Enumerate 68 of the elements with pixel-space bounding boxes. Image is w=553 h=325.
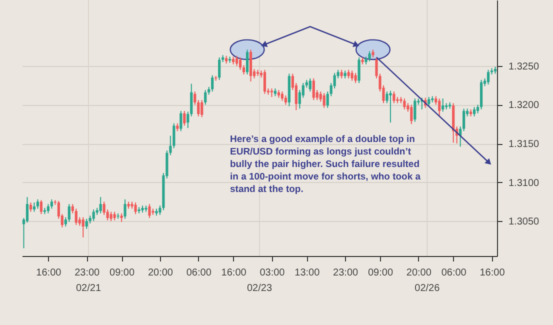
candlestick (246, 49, 249, 75)
candlestick (322, 92, 326, 108)
candlestick (180, 110, 182, 132)
candlestick (110, 211, 112, 222)
candlestick (68, 204, 70, 222)
x-tick-label: 16:00 (221, 268, 247, 278)
y-tick-label: 1.3050 (508, 216, 540, 228)
y-tick-label: 1.3100 (508, 178, 540, 189)
annotation: Here’s a good example of a double top in EUR/USD forming as longs just couldn’t bully the pair higher. Such failure resulted in a 100-point move for shorts, who took a stand at the top. (230, 134, 422, 195)
candlestick (473, 106, 476, 117)
text: 02/21 (76, 283, 102, 294)
candlestick (99, 196, 102, 214)
candlestick (486, 69, 490, 86)
candlestick (392, 91, 396, 104)
candlestick (36, 198, 40, 210)
text: 02/23 (246, 283, 272, 294)
x-tick-label: 20:00 (148, 268, 174, 278)
candlestick (124, 198, 126, 220)
candlestick (368, 50, 371, 62)
candlestick (82, 216, 84, 238)
candlestick (183, 110, 186, 126)
candlestick (148, 204, 151, 218)
candlestick (263, 69, 266, 94)
candlestick (46, 204, 50, 214)
candlestick (50, 198, 53, 210)
candlestick (238, 56, 242, 70)
candlestick (308, 78, 312, 92)
y-tick-label: 1.3150 (508, 139, 540, 150)
x-tick-label: 16:00 (480, 268, 506, 278)
candlestick (312, 78, 315, 101)
candlestick (280, 91, 284, 102)
x-tick-label: 20:00 (406, 268, 432, 278)
candlestick (32, 202, 36, 212)
candlestick (26, 196, 29, 224)
candlestick (414, 98, 416, 122)
candlestick (284, 94, 287, 106)
x-tick-label: 23:00 (74, 268, 100, 278)
candlestick (204, 89, 207, 106)
candlestick (358, 56, 360, 84)
candlestick (442, 98, 444, 112)
candlestick (218, 56, 221, 80)
text: 02/26 (414, 283, 440, 294)
candlestick (29, 202, 32, 212)
x-tick-label: 03:00 (260, 268, 286, 278)
candlestick (350, 70, 354, 82)
x-tick-label: 23:00 (333, 268, 359, 278)
candlestick (74, 208, 78, 226)
candlestick (92, 208, 95, 222)
candlestick (211, 74, 214, 92)
y-tick-label: 1.3250 (508, 61, 540, 72)
candlestick (410, 104, 413, 125)
candlestick (438, 98, 441, 116)
candlestick (40, 200, 43, 215)
candlestick (354, 72, 357, 84)
candlestick (236, 55, 238, 66)
x-tick-label: 06:00 (441, 268, 467, 278)
x-tick-label: 09:00 (110, 268, 135, 278)
candlestick (85, 218, 88, 230)
x-tick-label: 13:00 (294, 268, 320, 278)
candlestick (428, 96, 430, 107)
y-tick-label: 1.3200 (508, 100, 540, 112)
candlestick (134, 202, 137, 215)
x-tick-label: 09:00 (368, 268, 394, 278)
x-tick-label: 16:00 (36, 268, 62, 278)
x-tick-label: 06:00 (186, 268, 212, 278)
candlestick (200, 100, 204, 118)
candlestick (389, 90, 392, 124)
candlestick (403, 98, 406, 110)
